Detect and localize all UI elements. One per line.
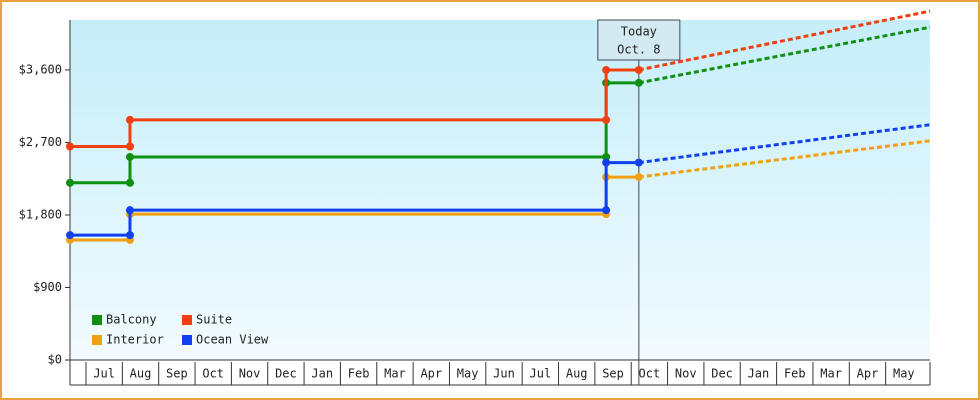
price-point [634,173,643,182]
x-tick-label: Aug [130,367,152,381]
price-point [634,158,643,167]
price-point [602,206,611,215]
x-tick-label: Aug [566,367,588,381]
price-point [125,206,134,215]
price-point [602,115,611,124]
forecast-line [638,25,931,85]
price-point [602,152,611,161]
legend-label: Balcony [106,313,157,327]
x-tick-label: Jan [748,367,770,381]
today-date: Oct. 8 [617,43,660,57]
x-tick-label: Apr [420,367,442,381]
price-point [125,231,134,240]
x-tick-label: Dec [275,367,297,381]
price-point [634,65,643,74]
y-tick-label: $0 [48,353,62,367]
price-point [125,178,134,187]
x-tick-label: Mar [820,367,842,381]
y-tick-label: $2,700 [19,135,62,149]
x-tick-label: Oct [202,367,224,381]
legend-label: Suite [196,313,232,327]
legend-swatch [92,335,102,345]
y-tick-label: $3,600 [19,62,62,76]
x-tick-label: Jan [311,367,333,381]
x-tick-label: Nov [239,367,261,381]
legend-swatch [182,315,192,325]
price-point [602,65,611,74]
forecast-line [638,123,931,165]
price-line [70,81,639,185]
forecast-line [638,9,931,72]
x-tick-label: Sep [166,367,188,381]
x-tick-label: Feb [348,367,370,381]
price-line [70,161,639,237]
price-point [125,142,134,151]
x-tick-label: Jul [93,367,115,381]
y-tick-label: $1,800 [19,207,62,221]
y-tick-label: $900 [33,280,62,294]
x-tick-label: Mar [384,367,406,381]
price-point [66,142,74,151]
today-box [597,19,681,61]
forecast-line [638,139,931,179]
x-tick-label: Oct [639,367,661,381]
price-point [125,115,134,124]
price-line [70,175,639,242]
plot-area [70,20,930,360]
price-point [602,158,611,167]
x-tick-label: Jul [530,367,552,381]
legend-swatch [92,315,102,325]
legend-swatch [182,335,192,345]
x-tick-label: Jun [493,367,515,381]
price-point [66,231,74,240]
x-tick-label: Apr [857,367,879,381]
x-tick-label: Nov [675,367,697,381]
price-point [634,78,643,87]
x-tick-label: Dec [711,367,733,381]
x-tick-label: Feb [784,367,806,381]
price-line [70,68,639,148]
price-point [125,152,134,161]
x-tick-label: May [893,367,915,381]
x-tick-label: Sep [602,367,624,381]
legend-label: Ocean View [196,333,269,347]
price-point [66,178,74,187]
x-tick-label: May [457,367,479,381]
legend-label: Interior [106,333,164,347]
today-label: Today [621,25,657,39]
